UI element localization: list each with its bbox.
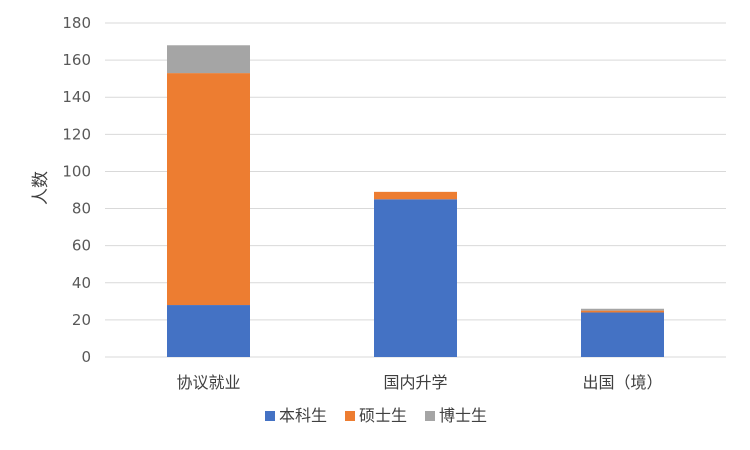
legend-item: 博士生 — [425, 406, 487, 425]
y-tick-label: 80 — [72, 200, 91, 218]
y-tick-label: 40 — [72, 274, 91, 292]
legend-item: 硕士生 — [345, 406, 407, 425]
x-category-label: 协议就业 — [176, 373, 240, 392]
legend-label: 硕士生 — [359, 406, 407, 425]
legend-swatch — [345, 411, 355, 421]
bars — [167, 45, 664, 357]
y-axis-ticks: 0 20 40 60 80 100 120 140 160 180 — [62, 14, 91, 366]
y-axis-title: 人数 — [31, 171, 51, 205]
y-tick-label: 120 — [62, 125, 91, 143]
y-tick-label: 0 — [81, 348, 91, 366]
y-tick-label: 140 — [62, 88, 91, 106]
legend-swatch — [425, 411, 435, 421]
y-tick-label: 20 — [72, 311, 91, 329]
bar-segment — [167, 45, 250, 74]
bar-segment — [581, 308, 664, 311]
legend-label: 博士生 — [439, 406, 487, 425]
bar-segment — [167, 73, 250, 306]
bar-segment — [581, 312, 664, 357]
legend-item: 本科生 — [265, 406, 327, 425]
x-category-label: 出国（境） — [582, 373, 662, 392]
bar-segment — [374, 199, 457, 357]
y-tick-label: 60 — [72, 237, 91, 255]
x-category-label: 国内升学 — [383, 373, 447, 392]
legend-label: 本科生 — [279, 406, 327, 425]
x-axis-categories: 协议就业 国内升学 出国（境） — [176, 373, 662, 392]
y-tick-label: 180 — [62, 14, 91, 32]
y-tick-label: 160 — [62, 51, 91, 69]
legend-swatch — [265, 411, 275, 421]
y-tick-label: 100 — [62, 162, 91, 180]
bar-segment — [581, 310, 664, 313]
bar-segment — [374, 191, 457, 200]
bar-segment — [167, 305, 250, 357]
legend: 本科生 硕士生 博士生 — [265, 406, 487, 425]
